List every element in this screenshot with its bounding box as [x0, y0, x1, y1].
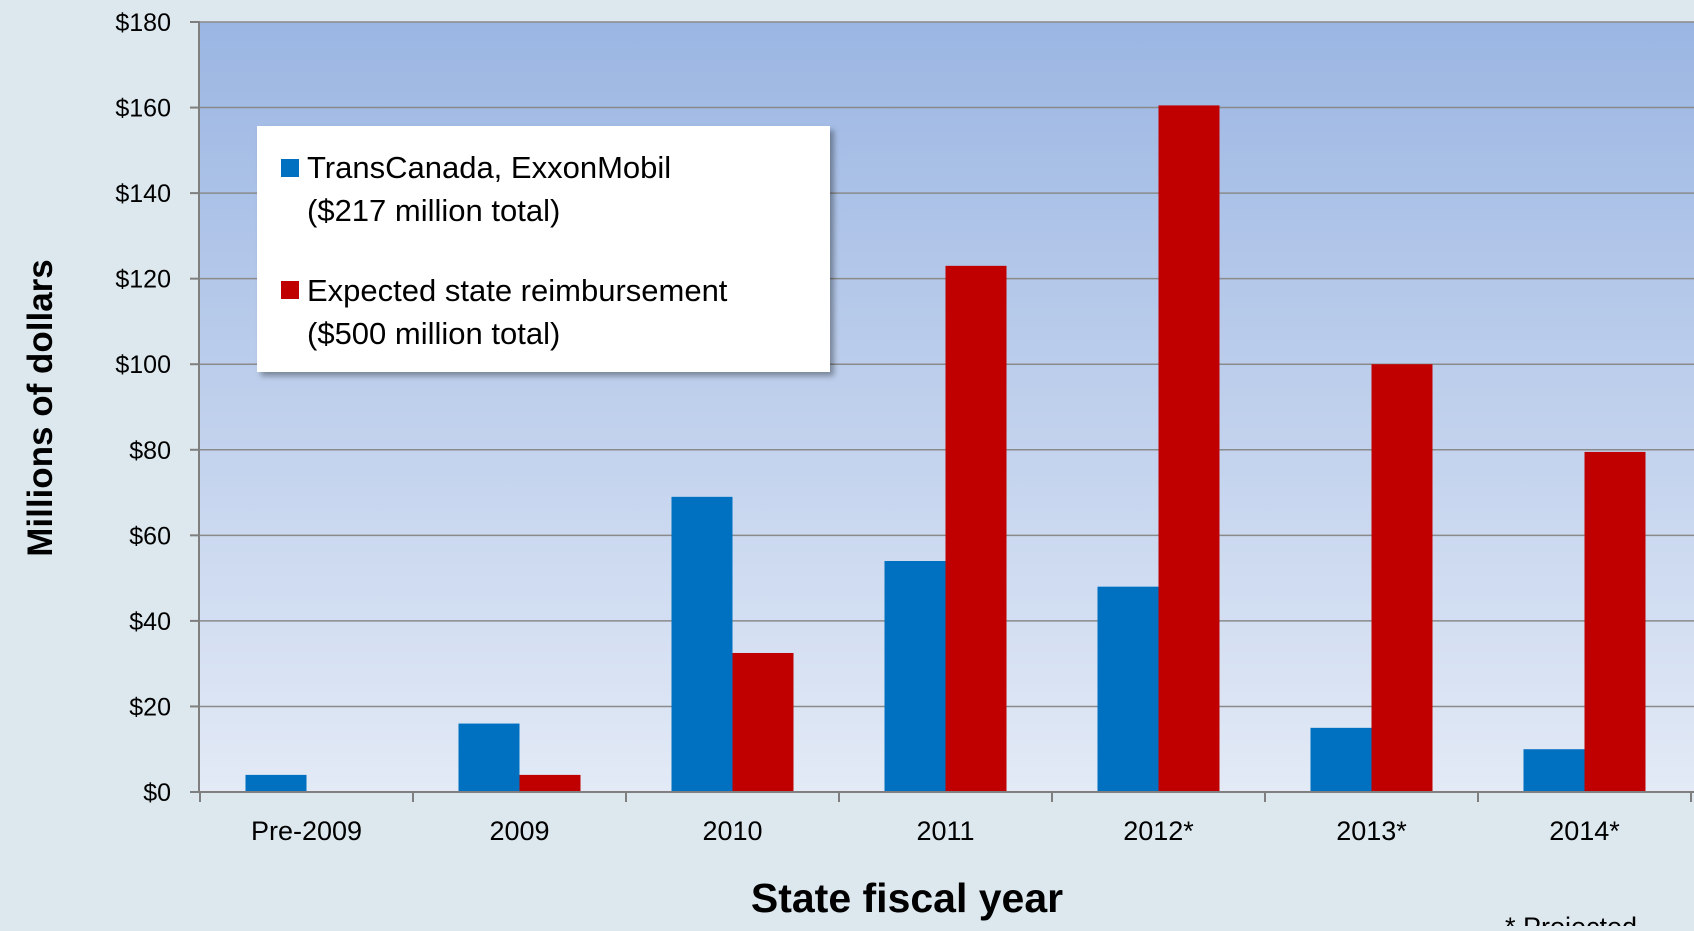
state-reimbursement-bar — [1584, 451, 1646, 792]
state-reimbursement-bar — [1371, 364, 1433, 792]
y-tick-label: $160 — [115, 95, 171, 123]
x-tick-label: 2010 — [702, 816, 762, 846]
transcanada-bar — [1523, 749, 1585, 792]
x-tick-label: 2013* — [1336, 816, 1407, 846]
state-reimbursement-bar — [1158, 105, 1220, 792]
y-tick-label: $80 — [129, 437, 171, 465]
y-axis-title: Millions of dollars — [21, 259, 60, 557]
y-tick-label: $60 — [129, 522, 171, 550]
legend: TransCanada, ExxonMobil ($217 million to… — [257, 126, 830, 372]
transcanada-bar — [245, 774, 307, 792]
bars — [245, 105, 1646, 792]
legend-label-state: Expected state reimbursement — [307, 273, 728, 308]
y-tick-label: $0 — [143, 779, 171, 807]
y-tick-labels: $0 $20 $40 $60 $80 $100 $120 $140 $160 $180 — [115, 9, 200, 807]
y-tick-label: $120 — [115, 266, 171, 294]
legend-label-transcanada: TransCanada, ExxonMobil — [307, 150, 671, 185]
x-axis-title: State fiscal year — [751, 875, 1063, 921]
transcanada-bar — [671, 496, 733, 792]
state-reimbursement-bar — [732, 652, 794, 792]
axes — [198, 22, 1694, 793]
transcanada-bar — [1310, 727, 1372, 792]
legend-swatch-state — [281, 281, 299, 299]
legend-sublabel-state: ($500 million total) — [307, 316, 560, 351]
y-tick-label: $140 — [115, 180, 171, 208]
transcanada-bar — [1097, 586, 1159, 792]
state-reimbursement-bar — [945, 265, 1007, 792]
x-tick-label: 2014* — [1549, 816, 1620, 846]
transcanada-bar — [884, 561, 946, 792]
x-tick-label: 2011 — [916, 816, 974, 846]
y-tick-label: $20 — [129, 693, 171, 721]
state-reimbursement-bar — [519, 774, 581, 792]
y-tick-label: $40 — [129, 608, 171, 636]
x-tick-labels: Pre-2009 2009 2010 2011 2012* 2013* 2014* — [199, 792, 1692, 846]
transcanada-bar — [458, 723, 520, 792]
x-tick-label: 2009 — [489, 816, 549, 846]
x-tick-label: Pre-2009 — [251, 816, 362, 846]
legend-sublabel-transcanada: ($217 million total) — [307, 193, 560, 228]
y-tick-label: $100 — [115, 351, 171, 379]
x-tick-label: 2012* — [1123, 816, 1194, 846]
y-tick-label: $180 — [115, 9, 171, 37]
legend-box — [257, 126, 830, 372]
projected-annotation: * Projected — [1505, 912, 1637, 926]
legend-swatch-transcanada — [281, 159, 299, 177]
